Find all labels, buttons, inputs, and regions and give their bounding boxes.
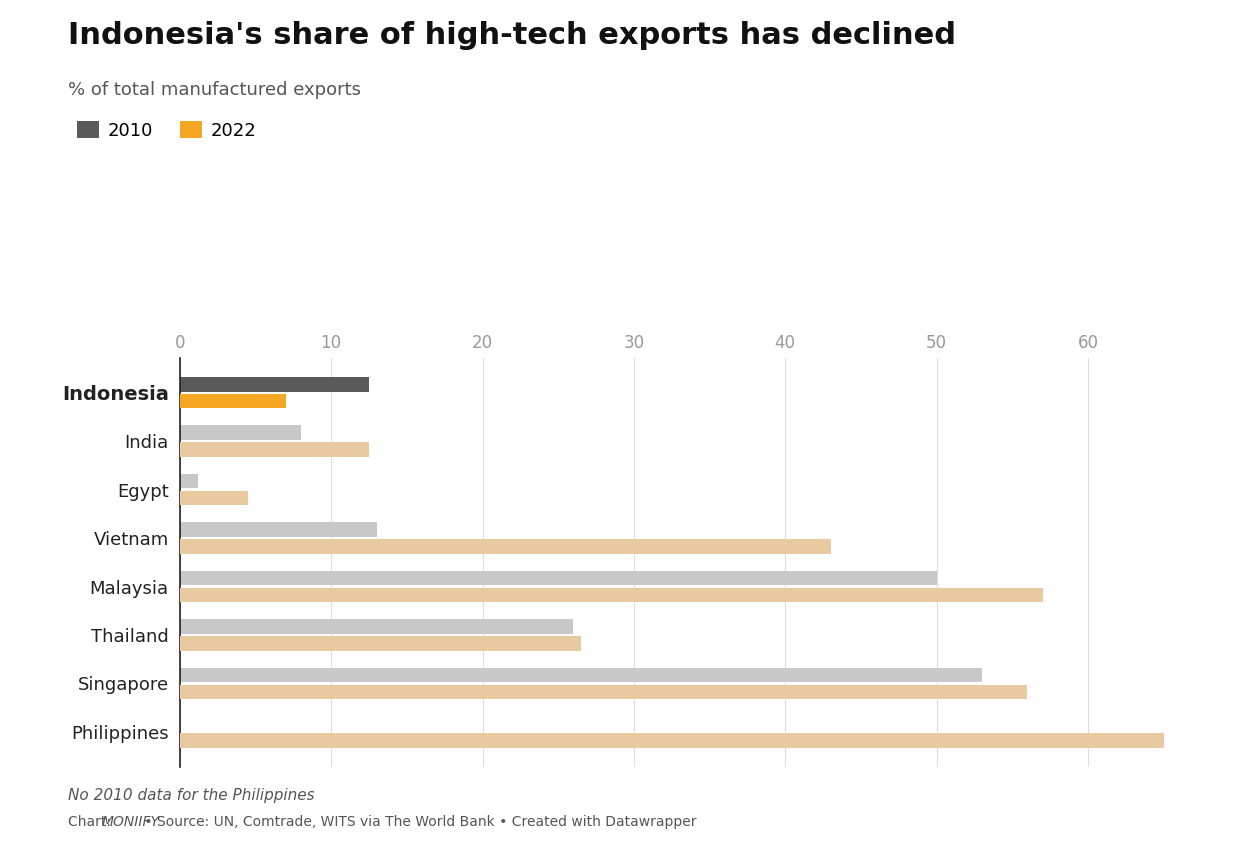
Bar xyxy=(180,636,580,651)
Bar xyxy=(180,491,248,505)
Bar xyxy=(180,394,285,408)
Text: Indonesia's share of high-tech exports has declined: Indonesia's share of high-tech exports h… xyxy=(68,21,956,50)
Bar xyxy=(180,588,1043,602)
Bar xyxy=(180,474,198,488)
Text: Chart:: Chart: xyxy=(68,815,115,829)
Text: No 2010 data for the Philippines: No 2010 data for the Philippines xyxy=(68,788,315,803)
Bar xyxy=(180,685,1028,699)
Bar xyxy=(180,377,370,392)
Bar xyxy=(180,539,831,554)
Legend: 2010, 2022: 2010, 2022 xyxy=(77,122,257,140)
Bar xyxy=(180,425,301,440)
Text: MONIIFY: MONIIFY xyxy=(102,815,160,829)
Bar xyxy=(180,571,936,585)
Text: % of total manufactured exports: % of total manufactured exports xyxy=(68,81,361,99)
Bar xyxy=(180,668,982,682)
Bar xyxy=(180,522,377,537)
Bar xyxy=(180,619,573,634)
Bar xyxy=(180,733,1163,748)
Text: • Source: UN, Comtrade, WITS via The World Bank • Created with Datawrapper: • Source: UN, Comtrade, WITS via The Wor… xyxy=(140,815,697,829)
Bar xyxy=(180,442,370,457)
